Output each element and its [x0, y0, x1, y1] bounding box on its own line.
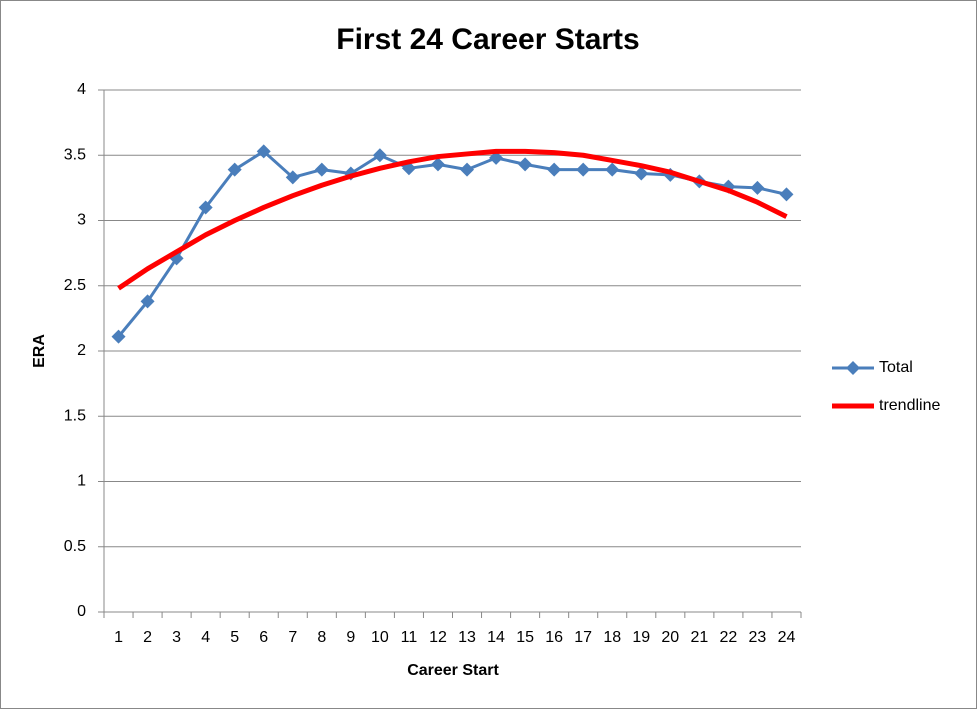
- x-axis-label: Career Start: [407, 662, 499, 679]
- x-tick-label: 14: [487, 629, 505, 646]
- y-tick-label: 4: [77, 81, 86, 98]
- x-tick-label: 23: [749, 629, 767, 646]
- y-tick-label: 3.5: [64, 146, 86, 163]
- y-tick-label: 1.5: [64, 407, 86, 424]
- x-tick-label: 7: [288, 629, 297, 646]
- x-tick-label: 4: [201, 629, 210, 646]
- marker: [779, 187, 794, 202]
- marker: [430, 157, 445, 172]
- y-axis-label: ERA: [31, 334, 48, 368]
- x-tick-label: 13: [458, 629, 476, 646]
- y-tick-label: 0.5: [64, 538, 86, 555]
- y-tick-label: 2.5: [64, 277, 86, 294]
- legend-label: trendline: [879, 397, 940, 414]
- marker: [547, 162, 562, 177]
- marker: [576, 162, 591, 177]
- x-tick-label: 11: [401, 629, 418, 646]
- marker: [256, 144, 271, 159]
- x-tick-label: 16: [545, 629, 563, 646]
- marker: [140, 294, 155, 309]
- x-tick-label: 12: [429, 629, 447, 646]
- marker: [460, 162, 475, 177]
- marker: [518, 157, 533, 172]
- x-tick-label: 19: [632, 629, 650, 646]
- x-tick-label: 6: [259, 629, 268, 646]
- marker: [750, 180, 765, 195]
- x-tick-label: 15: [516, 629, 534, 646]
- x-tick-label: 22: [719, 629, 737, 646]
- x-tick-label: 21: [690, 629, 708, 646]
- legend-label: Total: [879, 359, 913, 376]
- y-tick-label: 0: [77, 603, 86, 620]
- marker: [227, 162, 242, 177]
- marker: [489, 150, 504, 165]
- marker: [372, 148, 387, 163]
- x-tick-label: 3: [172, 629, 181, 646]
- marker: [198, 200, 213, 215]
- y-tick-label: 3: [77, 212, 86, 229]
- x-tick-label: 24: [778, 629, 796, 646]
- x-tick-label: 20: [661, 629, 679, 646]
- y-tick-label: 2: [77, 342, 86, 359]
- x-tick-label: 9: [346, 629, 355, 646]
- legend-marker: [846, 361, 860, 375]
- x-tick-label: 10: [371, 629, 389, 646]
- x-tick-label: 2: [143, 629, 152, 646]
- y-tick-label: 1: [77, 473, 86, 490]
- trendline: [117, 148, 788, 291]
- marker: [634, 166, 649, 181]
- x-tick-label: 18: [603, 629, 621, 646]
- x-tick-label: 8: [317, 629, 326, 646]
- x-tick-label: 1: [114, 629, 123, 646]
- marker: [285, 170, 300, 185]
- chart-title: First 24 Career Starts: [336, 23, 640, 56]
- marker: [314, 162, 329, 177]
- x-tick-label: 17: [574, 629, 592, 646]
- marker: [111, 329, 126, 344]
- x-tick-label: 5: [230, 629, 239, 646]
- marker: [605, 162, 620, 177]
